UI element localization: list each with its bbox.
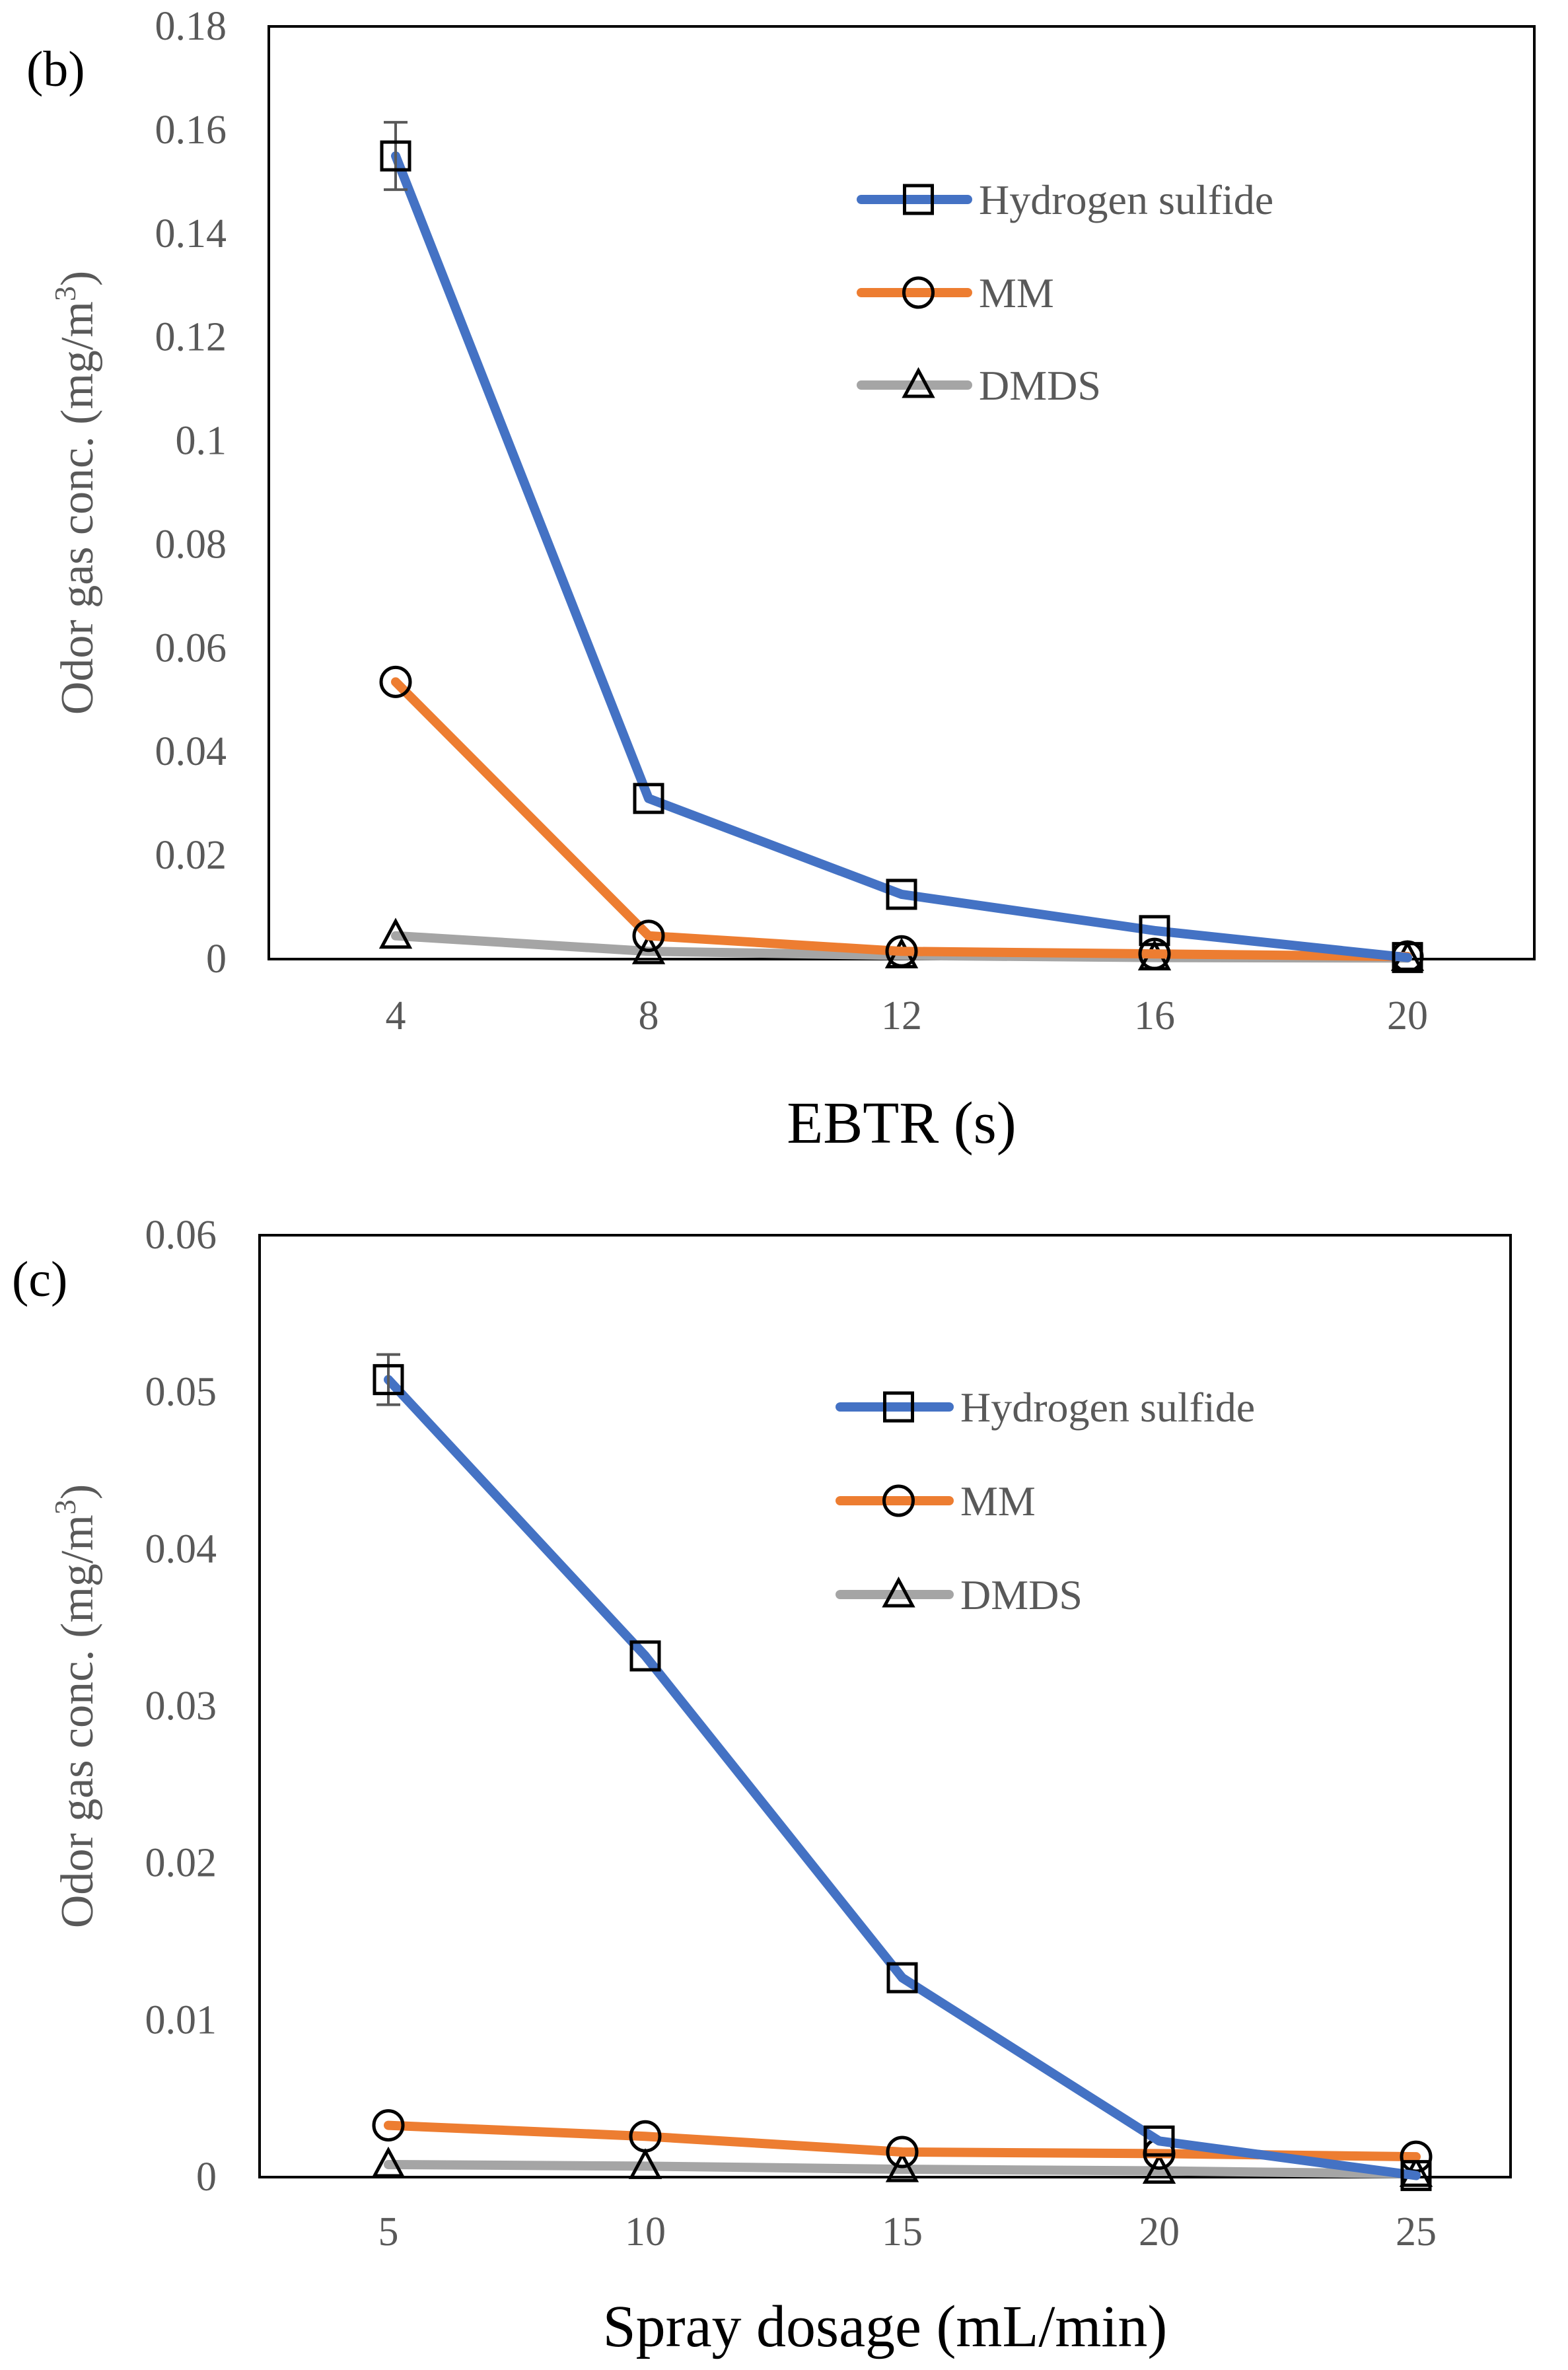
chart-svg-c: (c) 0 0.01 0.02 0.03 0.04 0.05 0.06 5 10 15 20 25 Spr… <box>12 1213 1512 2359</box>
x-tick-label: 25 <box>1396 2209 1437 2254</box>
legend-item: DMDS <box>857 362 1101 409</box>
data-point-square <box>1139 915 1170 947</box>
data-point-circle <box>372 2109 405 2142</box>
series-triangle-dmds <box>371 2146 1433 2187</box>
y-axis-label-close: ) <box>52 1484 103 1499</box>
x-tick-label: 20 <box>1387 993 1428 1038</box>
y-tick-label: 0.05 <box>145 1370 217 1415</box>
legend-item: MM <box>857 269 1054 316</box>
y-tick-label: 0.06 <box>155 626 227 670</box>
x-tick-label: 4 <box>386 993 406 1038</box>
x-tick-label: 15 <box>882 2209 923 2254</box>
legend-marker-square <box>903 184 934 215</box>
data-point-triangle <box>378 917 413 949</box>
data-point-circle <box>632 919 665 952</box>
data-point-square <box>633 783 664 814</box>
chart-panel-b: (b) 0 0.02 0.04 0.06 0.08 0.1 0.12 0.14 0.16 0.18 4… <box>26 4 1536 1156</box>
data-point-square <box>380 140 411 172</box>
data-point-circle <box>885 935 918 968</box>
legend-label: DMDS <box>960 1571 1083 1618</box>
legend-label: Hydrogen sulfide <box>960 1384 1255 1431</box>
legend-item: DMDS <box>836 1571 1083 1618</box>
y-tick-label: 0.01 <box>145 1997 217 2042</box>
legend-label: DMDS <box>979 362 1101 409</box>
legend-item: Hydrogen sulfide <box>857 176 1273 223</box>
y-tick-label: 0.16 <box>155 108 227 153</box>
legend-item: Hydrogen sulfide <box>836 1384 1255 1431</box>
y-tick-label: 0.02 <box>155 833 227 878</box>
legend-marker-triangle <box>902 367 935 398</box>
x-tick-label: 12 <box>881 993 922 1038</box>
y-axis-label-superscript: 3 <box>48 1499 82 1515</box>
plot-frame <box>258 1234 1512 2178</box>
series-square-hydrogen-sulfide <box>380 121 1423 974</box>
y-tick-label: 0.18 <box>155 4 227 49</box>
chart-svg-b: (b) 0 0.02 0.04 0.06 0.08 0.1 0.12 0.14 0.16 0.18 4… <box>26 4 1536 1156</box>
y-tick-label: 0 <box>206 937 227 982</box>
y-tick-labels: 0 0.01 0.02 0.03 0.04 0.05 0.06 <box>145 1213 217 2200</box>
y-tick-label: 0.04 <box>155 729 227 774</box>
series-line <box>384 1375 1421 2180</box>
x-tick-label: 10 <box>625 2209 666 2254</box>
legend-item: MM <box>836 1478 1036 1525</box>
series-circle-mm <box>379 665 1424 973</box>
legend-marker-circle <box>882 1484 915 1517</box>
series-line <box>391 677 1412 962</box>
data-point-triangle <box>1142 2153 1176 2184</box>
x-tick-label: 16 <box>1134 993 1175 1038</box>
data-point-square <box>373 1364 404 1396</box>
x-tick-label: 8 <box>639 993 659 1038</box>
data-point-triangle <box>371 2146 406 2178</box>
data-point-square <box>1143 2125 1175 2157</box>
series-line <box>391 151 1412 962</box>
x-axis-label: EBTR (s) <box>787 1091 1016 1156</box>
legend-label: MM <box>960 1478 1036 1525</box>
y-axis-label-superscript: 3 <box>48 286 82 301</box>
legend: Hydrogen sulfide MM DMDS <box>836 1384 1255 1618</box>
plot-frame <box>267 25 1536 960</box>
y-axis-label-text: Odor gas conc. (mg/m <box>52 1515 103 1928</box>
data-point-triangle <box>628 2148 662 2179</box>
data-point-circle <box>1138 937 1171 970</box>
y-tick-label: 0.12 <box>155 315 227 360</box>
y-tick-label: 0.14 <box>155 211 227 256</box>
data-point-square <box>1392 942 1423 974</box>
x-tick-label: 20 <box>1139 2209 1180 2254</box>
legend-label: MM <box>979 269 1054 316</box>
data-point-square <box>629 1640 661 1672</box>
series-line <box>384 2159 1421 2179</box>
y-tick-labels: 0 0.02 0.04 0.06 0.08 0.1 0.12 0.14 0.16 0.18 <box>155 4 227 982</box>
legend: Hydrogen sulfide MM DMDS <box>857 176 1273 409</box>
legend-label: Hydrogen sulfide <box>979 176 1273 223</box>
x-tick-label: 5 <box>378 2209 399 2254</box>
y-axis-label: Odor gas conc. (mg/m3) <box>48 271 103 715</box>
y-tick-label: 0.1 <box>176 419 227 464</box>
y-axis-label-close: ) <box>52 271 103 286</box>
data-point-circle <box>629 2120 662 2153</box>
data-point-square <box>886 879 917 910</box>
data-point-square <box>886 1962 918 1993</box>
y-tick-label: 0.04 <box>145 1526 217 1571</box>
legend-marker-circle <box>902 276 935 309</box>
x-axis-label: Spray dosage (mL/min) <box>603 2294 1168 2359</box>
legend-marker-square <box>883 1391 914 1423</box>
y-tick-label: 0.06 <box>145 1213 217 1258</box>
series-square-hydrogen-sulfide <box>373 1353 1432 2192</box>
data-point-triangle <box>885 2151 919 2182</box>
x-tick-labels: 5 10 15 20 25 <box>378 2209 1437 2254</box>
y-axis-label: Odor gas conc. (mg/m3) <box>48 1484 103 1928</box>
x-tick-labels: 4 8 12 16 20 <box>386 993 1429 1038</box>
panel-label: (c) <box>12 1252 67 1307</box>
chart-panel-c: (c) 0 0.01 0.02 0.03 0.04 0.05 0.06 5 10 15 20 25 Spr… <box>0 1185 1568 2370</box>
y-tick-label: 0.02 <box>145 1841 217 1886</box>
panel-label: (b) <box>26 42 85 97</box>
legend-marker-triangle <box>882 1576 915 1608</box>
data-point-square <box>1400 2160 1432 2192</box>
y-axis-label-text: Odor gas conc. (mg/m <box>52 301 103 715</box>
data-point-circle <box>379 665 412 698</box>
y-tick-label: 0 <box>196 2155 217 2200</box>
y-tick-label: 0.08 <box>155 522 227 567</box>
data-point-circle <box>886 2136 919 2169</box>
y-tick-label: 0.03 <box>145 1684 217 1729</box>
